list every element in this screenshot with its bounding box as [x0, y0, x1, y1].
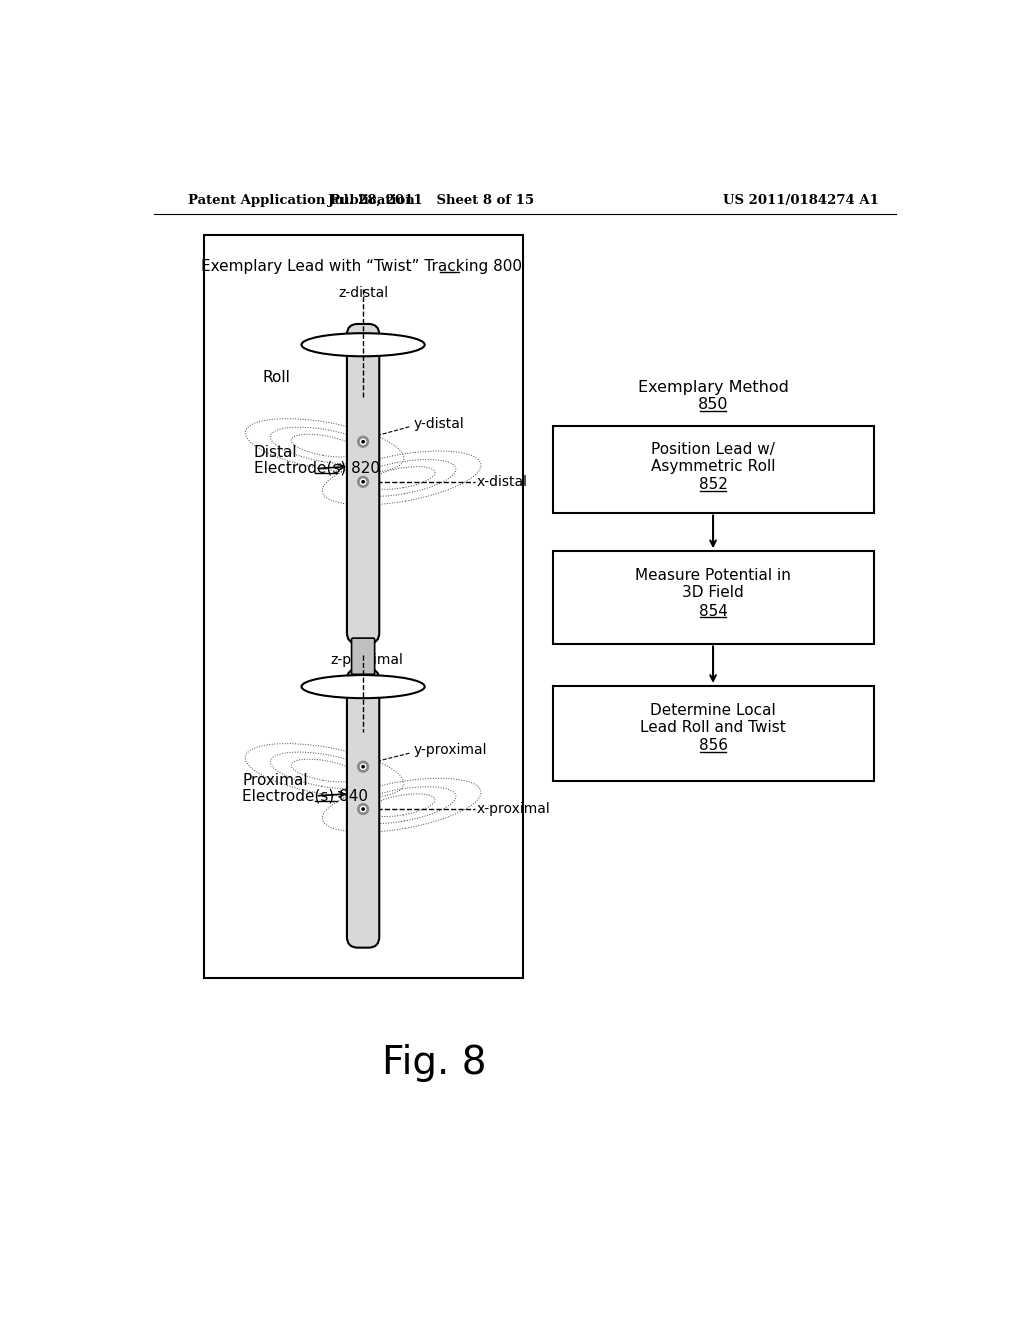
- FancyBboxPatch shape: [351, 638, 375, 675]
- FancyBboxPatch shape: [347, 323, 379, 644]
- Circle shape: [361, 441, 365, 444]
- Text: 852: 852: [698, 478, 727, 492]
- Text: y-proximal: y-proximal: [413, 743, 486, 756]
- Text: Jul. 28, 2011   Sheet 8 of 15: Jul. 28, 2011 Sheet 8 of 15: [328, 194, 534, 207]
- Circle shape: [360, 764, 366, 770]
- Bar: [553, 552, 873, 644]
- Circle shape: [360, 807, 366, 812]
- Text: Exemplary Method: Exemplary Method: [638, 380, 788, 396]
- Text: 856: 856: [698, 738, 728, 754]
- Circle shape: [357, 477, 369, 487]
- Text: Exemplary Lead with “Twist” Tracking 800: Exemplary Lead with “Twist” Tracking 800: [201, 259, 522, 273]
- Circle shape: [357, 804, 369, 814]
- Text: y-distal: y-distal: [413, 417, 464, 432]
- Text: 854: 854: [698, 603, 727, 619]
- Text: Fig. 8: Fig. 8: [382, 1044, 487, 1082]
- Ellipse shape: [301, 333, 425, 356]
- Circle shape: [361, 480, 365, 483]
- Text: Position Lead w/: Position Lead w/: [651, 442, 775, 457]
- Text: x-distal: x-distal: [477, 475, 528, 488]
- Text: Roll: Roll: [262, 371, 290, 385]
- Text: z-proximal: z-proximal: [331, 652, 403, 667]
- Bar: [553, 426, 873, 512]
- Text: 850: 850: [697, 397, 728, 412]
- Text: Determine Local: Determine Local: [650, 704, 776, 718]
- Text: z-distal: z-distal: [338, 286, 388, 300]
- Ellipse shape: [301, 675, 425, 698]
- Circle shape: [357, 762, 369, 772]
- Circle shape: [360, 440, 366, 445]
- FancyBboxPatch shape: [347, 669, 379, 948]
- Text: Measure Potential in: Measure Potential in: [635, 568, 791, 583]
- Circle shape: [360, 479, 366, 484]
- Circle shape: [357, 437, 369, 447]
- Text: Asymmetric Roll: Asymmetric Roll: [651, 459, 775, 474]
- Text: Electrode(s) 840: Electrode(s) 840: [243, 788, 369, 804]
- Bar: [553, 686, 873, 780]
- Text: Proximal: Proximal: [243, 774, 308, 788]
- Circle shape: [361, 808, 365, 810]
- Text: 3D Field: 3D Field: [682, 585, 744, 601]
- Text: Lead Roll and Twist: Lead Roll and Twist: [640, 719, 786, 735]
- Circle shape: [361, 766, 365, 768]
- Text: x-proximal: x-proximal: [477, 803, 551, 816]
- Text: US 2011/0184274 A1: US 2011/0184274 A1: [723, 194, 879, 207]
- Text: Distal: Distal: [254, 445, 297, 461]
- Bar: [204, 235, 523, 978]
- Text: Electrode(s) 820: Electrode(s) 820: [254, 461, 380, 475]
- Text: Patent Application Publication: Patent Application Publication: [188, 194, 415, 207]
